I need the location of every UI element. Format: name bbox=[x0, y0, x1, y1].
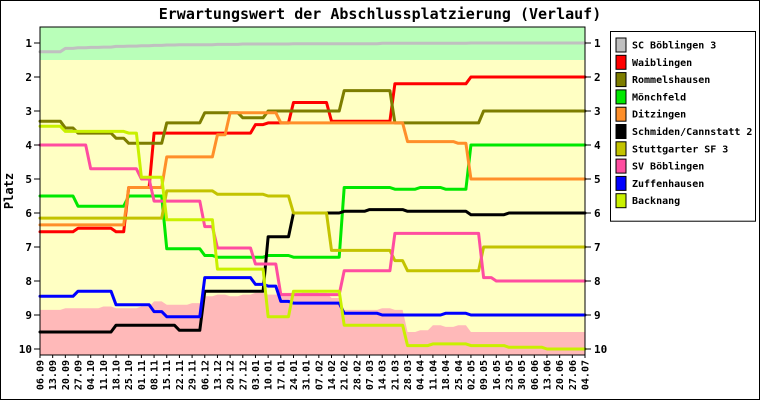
series-line-waiblingen bbox=[38, 75, 587, 234]
x-tick-label: 11.10 bbox=[99, 360, 110, 390]
x-tick-label: 27.06 bbox=[568, 360, 579, 390]
y-tick-label: 10 bbox=[19, 343, 32, 356]
x-tick-label: 28.03 bbox=[403, 360, 414, 390]
legend-label-schmiden-cannstatt-2: Schmiden/Cannstatt 2 bbox=[632, 126, 752, 138]
x-tick-label: 09.05 bbox=[479, 360, 490, 390]
x-tick-label: 07.02 bbox=[314, 360, 325, 390]
x-tick-label: 14.03 bbox=[378, 360, 389, 390]
x-tick-label: 06.12 bbox=[200, 360, 211, 390]
series-line-rommelshausen bbox=[38, 89, 587, 145]
x-tick-label: 21.03 bbox=[390, 360, 401, 390]
y-tick-label: 6 bbox=[25, 207, 32, 220]
legend-label-zuffenhausen: Zuffenhausen bbox=[632, 179, 704, 190]
x-tick-label: 04.10 bbox=[86, 360, 97, 390]
legend-box bbox=[610, 31, 756, 222]
x-tick-label: 30.05 bbox=[517, 360, 528, 390]
x-tick-label: 27.09 bbox=[74, 360, 85, 390]
legend-swatch-zuffenhausen bbox=[615, 175, 627, 191]
x-tick-label: 28.02 bbox=[352, 360, 363, 390]
x-tick-label: 24.01 bbox=[289, 360, 300, 390]
y-tick-label: 9 bbox=[25, 309, 32, 322]
x-tick-label: 20.09 bbox=[61, 360, 72, 390]
x-tick-label: 21.02 bbox=[340, 360, 351, 390]
legend-swatch-stuttgarter-sf-3 bbox=[615, 141, 627, 157]
legend-label-waiblingen: Waiblingen bbox=[632, 57, 692, 69]
x-tick-label: 18.10 bbox=[112, 360, 123, 390]
x-tick-label: 25.04 bbox=[454, 360, 465, 390]
y-tick-label: 8 bbox=[25, 275, 32, 288]
y-tick-label-right: 7 bbox=[594, 241, 601, 254]
x-tick-label: 10.01 bbox=[264, 360, 275, 390]
legend-swatch-sv-boeblingen bbox=[615, 158, 627, 174]
y-tick-label-right: 10 bbox=[594, 343, 607, 356]
y-tick-label-right: 3 bbox=[594, 105, 601, 118]
legend-swatch-sc-boeblingen-3 bbox=[615, 37, 627, 53]
x-tick-label: 13.09 bbox=[48, 360, 59, 390]
y-tick-label-right: 8 bbox=[594, 275, 601, 288]
x-tick-label: 27.12 bbox=[238, 360, 249, 390]
x-tick-label: 25.10 bbox=[124, 360, 135, 390]
legend-label-ditzingen: Ditzingen bbox=[632, 109, 686, 121]
x-tick-label: 01.11 bbox=[137, 360, 148, 390]
chart-title: Erwartungswert der Abschlussplatzierung … bbox=[159, 5, 602, 23]
x-tick-label: 31.01 bbox=[302, 360, 313, 390]
y-tick-label-right: 4 bbox=[594, 139, 601, 152]
y-tick-label-right: 2 bbox=[594, 71, 601, 84]
x-tick-label: 22.11 bbox=[175, 360, 186, 390]
legend-swatch-schmiden-cannstatt-2 bbox=[615, 124, 627, 139]
plot-frame bbox=[39, 26, 586, 356]
x-tick-label: 06.06 bbox=[530, 360, 541, 390]
y-tick-label: 1 bbox=[25, 37, 32, 50]
legend-label-backnang: Backnang bbox=[632, 196, 680, 207]
legend-swatch-moenchfeld bbox=[615, 89, 627, 105]
legend-label-rommelshausen: Rommelshausen bbox=[632, 75, 710, 86]
legend-swatch-ditzingen bbox=[615, 106, 627, 122]
legend-label-moenchfeld: Mönchfeld bbox=[632, 92, 686, 103]
x-tick-label: 18.04 bbox=[441, 360, 452, 390]
legend-swatch-waiblingen bbox=[615, 54, 627, 70]
x-tick-label: 23.05 bbox=[504, 360, 515, 390]
y-tick-label: 7 bbox=[25, 241, 32, 254]
x-tick-label: 20.12 bbox=[226, 360, 237, 390]
x-tick-label: 17.01 bbox=[276, 360, 287, 390]
x-tick-label: 07.03 bbox=[365, 360, 376, 390]
x-tick-label: 13.06 bbox=[542, 360, 553, 390]
legend-label-sv-boeblingen: SV Böblingen bbox=[632, 161, 704, 173]
y-tick-label-right: 9 bbox=[594, 309, 601, 322]
y-tick-label: 3 bbox=[25, 105, 32, 118]
series-line-zuffenhausen bbox=[38, 276, 587, 319]
x-tick-label: 15.11 bbox=[162, 360, 173, 390]
x-tick-label: 16.05 bbox=[492, 360, 503, 390]
y-tick-label-right: 1 bbox=[594, 37, 601, 50]
x-tick-label: 29.11 bbox=[188, 360, 199, 390]
y-tick-label: 2 bbox=[25, 71, 32, 84]
series-line-backnang bbox=[38, 124, 587, 351]
y-tick-label-right: 5 bbox=[594, 173, 601, 186]
legend-swatch-rommelshausen bbox=[615, 72, 627, 88]
y-tick-label: 4 bbox=[25, 139, 32, 152]
x-tick-label: 02.05 bbox=[466, 360, 477, 390]
series-line-sc-boeblingen-3 bbox=[38, 41, 587, 54]
y-tick-label: 5 bbox=[25, 173, 32, 186]
x-tick-label: 08.11 bbox=[150, 360, 161, 390]
x-tick-label: 06.09 bbox=[36, 360, 47, 390]
x-tick-label: 03.01 bbox=[251, 360, 262, 390]
legend-label-sc-boeblingen-3: SC Böblingen 3 bbox=[632, 40, 716, 52]
legend-swatch-backnang bbox=[615, 193, 627, 209]
x-tick-label: 11.04 bbox=[428, 360, 439, 390]
series-line-ditzingen bbox=[38, 111, 587, 227]
y-axis-label: Platz bbox=[2, 173, 16, 209]
relegation-zone bbox=[40, 291, 585, 355]
series-line-moenchfeld bbox=[38, 143, 587, 259]
x-tick-label: 14.02 bbox=[327, 360, 338, 390]
x-tick-label: 04.04 bbox=[416, 360, 427, 390]
x-tick-label: 13.12 bbox=[213, 360, 224, 390]
x-tick-label: 04.07 bbox=[581, 360, 592, 390]
y-tick-label-right: 6 bbox=[594, 207, 601, 220]
legend-label-stuttgarter-sf-3: Stuttgarter SF 3 bbox=[632, 144, 728, 155]
x-tick-label: 20.06 bbox=[555, 360, 566, 390]
